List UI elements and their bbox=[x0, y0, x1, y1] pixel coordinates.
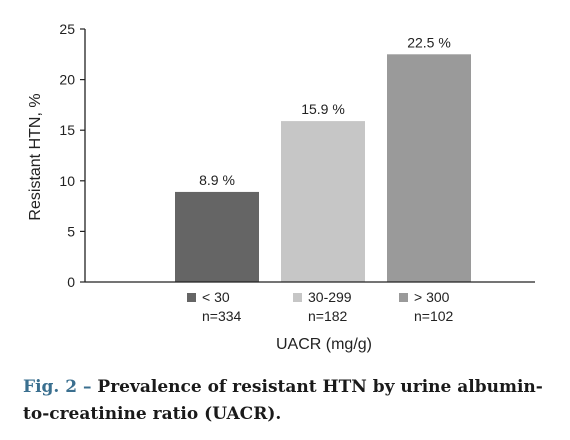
figure-caption-text: Prevalence of resistant HTN by urine alb… bbox=[23, 377, 543, 424]
category-label: < 30 bbox=[202, 289, 230, 305]
sample-size-label: n=182 bbox=[308, 308, 348, 324]
sample-size-label: n=102 bbox=[414, 308, 454, 324]
category-label: 30-299 bbox=[308, 289, 352, 305]
legend-swatch bbox=[187, 293, 196, 302]
y-tick-label: 5 bbox=[67, 223, 75, 239]
y-tick-label: 0 bbox=[67, 274, 75, 290]
y-tick-label: 20 bbox=[59, 72, 75, 88]
bar-data-label: 22.5 % bbox=[407, 34, 451, 50]
legend-swatch bbox=[293, 293, 302, 302]
sample-size-label: n=334 bbox=[202, 308, 242, 324]
bar-data-label: 15.9 % bbox=[301, 101, 345, 117]
legend-swatch bbox=[399, 293, 408, 302]
bar bbox=[387, 54, 471, 282]
x-axis-label: UACR (mg/g) bbox=[276, 336, 372, 353]
x-axis: < 30 n=334 30-299 n=182 > 300 n=102 bbox=[85, 281, 535, 324]
bar bbox=[175, 191, 259, 282]
y-axis-label: Resistant HTN, % bbox=[27, 93, 44, 220]
bar-data-label: 8.9 % bbox=[199, 172, 235, 188]
y-axis: 0 5 10 15 20 25 bbox=[59, 21, 86, 290]
category-label: > 300 bbox=[414, 289, 450, 305]
y-tick-label: 25 bbox=[59, 21, 75, 37]
y-tick-label: 15 bbox=[59, 122, 75, 138]
bars-group: 8.9 % 15.9 % 22.5 % bbox=[175, 34, 471, 282]
figure-caption-label: Fig. 2 – bbox=[23, 377, 92, 397]
bar bbox=[281, 121, 365, 282]
figure-caption: Fig. 2 – Prevalence of resistant HTN by … bbox=[23, 374, 553, 428]
y-tick-label: 10 bbox=[59, 173, 75, 189]
bar-chart: 0 5 10 15 20 25 8.9 % 15.9 % 22.5 % < 30 n=334 30… bbox=[27, 21, 535, 353]
